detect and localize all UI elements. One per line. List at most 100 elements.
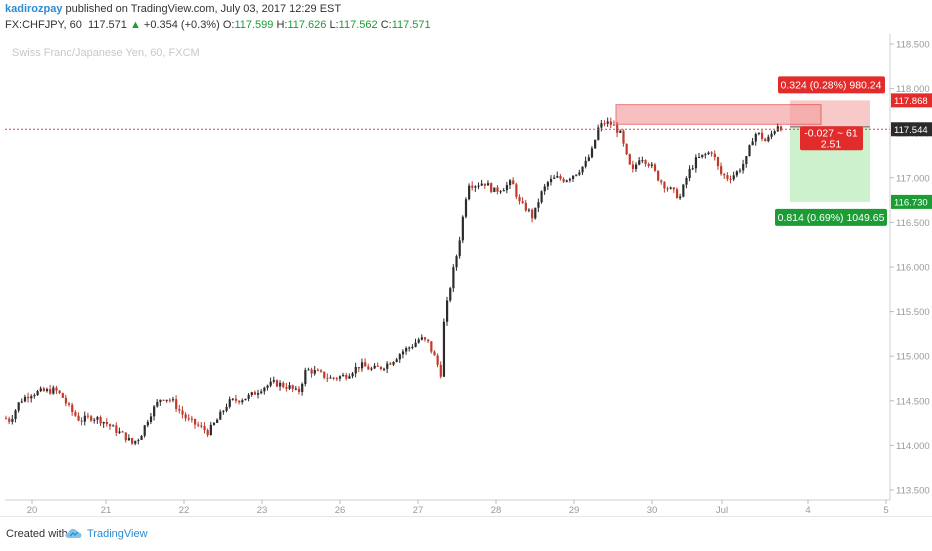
candle-body	[742, 164, 745, 171]
candle-body	[439, 364, 442, 377]
chart-area[interactable]: Swiss Franc/Japanese Yen, 60, FXCM 0.324…	[0, 34, 932, 516]
candle-body	[521, 201, 524, 203]
candle-body	[675, 189, 679, 199]
candle-body	[373, 365, 376, 369]
candle-body	[524, 202, 527, 211]
candle-body	[203, 426, 206, 431]
candle-body	[71, 404, 74, 413]
candle-body	[80, 420, 83, 422]
candle-body	[436, 355, 439, 365]
candle-body	[61, 393, 64, 398]
candle-body	[181, 410, 184, 415]
candle-body	[338, 376, 342, 379]
candle-body	[23, 396, 27, 402]
candle-body	[612, 124, 616, 126]
tradingview-cloud-icon	[65, 528, 82, 538]
target-label-text: 0.814 (0.69%) 1049.65	[778, 212, 885, 224]
tradingview-brand[interactable]: TradingView	[87, 528, 148, 540]
candle-body	[704, 154, 707, 156]
candle-body	[726, 175, 729, 179]
candle-body	[430, 341, 433, 352]
candle-body	[408, 347, 411, 349]
candle-body	[650, 164, 653, 166]
candle-body	[452, 267, 455, 289]
x-axis[interactable]: 20 21 22 23 26 27 28 29 30 Jul 4 5	[5, 499, 890, 516]
candle-body	[666, 188, 669, 190]
y-tick-label: 114.500	[896, 396, 930, 407]
candle-body	[770, 133, 773, 137]
x-tick-label: 23	[257, 505, 268, 516]
candle-body	[313, 370, 316, 374]
candle-body	[603, 123, 606, 125]
candle-body	[480, 183, 483, 186]
candle-body	[275, 380, 279, 387]
stop-price-tag-box	[891, 93, 932, 108]
candle-body	[124, 432, 127, 441]
x-tick-label: 21	[101, 505, 112, 516]
candle-body	[493, 187, 496, 193]
candle-body	[348, 376, 351, 379]
candle-body	[553, 177, 556, 179]
candle-body	[417, 339, 420, 343]
candle-body	[471, 185, 474, 188]
candle-body	[590, 148, 594, 158]
candle-body	[754, 133, 757, 142]
x-tick-label: 20	[27, 505, 38, 516]
candle-body	[597, 127, 600, 140]
candle-body	[433, 351, 436, 356]
candle-body	[543, 186, 546, 192]
candle-body	[165, 399, 168, 401]
candle-body	[757, 132, 761, 134]
candle-body	[175, 399, 178, 409]
candle-body	[628, 154, 631, 165]
candle-body	[247, 395, 250, 399]
published-text: published on TradingView.com, July 03, 2…	[62, 3, 342, 15]
candle-body	[606, 121, 609, 124]
y-tick-label: 115.000	[896, 352, 930, 363]
candle-body	[386, 363, 389, 369]
high-label: H:	[276, 19, 288, 31]
x-tick-label: 29	[569, 505, 580, 516]
candle-body	[540, 191, 543, 203]
candle-body	[42, 388, 45, 392]
candle-body	[149, 416, 153, 422]
candle-body	[209, 424, 212, 435]
candle-body	[326, 377, 329, 379]
candle-body	[486, 183, 490, 186]
candle-body	[190, 418, 194, 420]
candle-body	[660, 180, 663, 183]
overlays: 0.324 (0.28%) 980.24 -0.027 ~ 612.51 0.814…	[5, 76, 890, 226]
candle-body	[414, 342, 417, 347]
candle-body	[423, 337, 427, 340]
candle-body	[11, 418, 14, 422]
candle-body	[600, 123, 603, 128]
candle-body	[45, 389, 49, 392]
candle-body	[679, 196, 682, 199]
candle-body	[162, 399, 165, 401]
author-link[interactable]: kadirozpay	[5, 3, 63, 15]
candle-body	[269, 381, 272, 386]
candle-body	[698, 157, 701, 159]
candle-body	[102, 422, 105, 424]
candle-body	[77, 415, 80, 421]
candle-body	[392, 361, 395, 365]
candle-body	[767, 136, 770, 142]
last-price: 117.571	[87, 19, 127, 31]
candle-body	[320, 370, 323, 372]
candle-body	[505, 185, 509, 191]
price-chart[interactable]: Swiss Franc/Japanese Yen, 60, FXCM 0.324…	[0, 34, 932, 516]
candle-body	[584, 160, 587, 167]
candle-body	[509, 180, 512, 186]
y-axis[interactable]: 118.500118.000117.500117.000116.500116.0…	[889, 34, 932, 500]
candle-body	[68, 403, 71, 405]
y-tick-label: 118.500	[896, 40, 930, 51]
candle-body	[323, 371, 326, 378]
candle-body	[194, 418, 197, 425]
candle-body	[527, 209, 531, 211]
pnl-label-line1: -0.027 ~ 61	[804, 127, 858, 139]
candle-body	[55, 387, 58, 391]
publish-line: kadirozpay published on TradingView.com,…	[5, 3, 341, 15]
y-tick-label: 113.500	[896, 486, 930, 497]
candle-body	[398, 354, 401, 360]
candle-body	[732, 175, 735, 180]
